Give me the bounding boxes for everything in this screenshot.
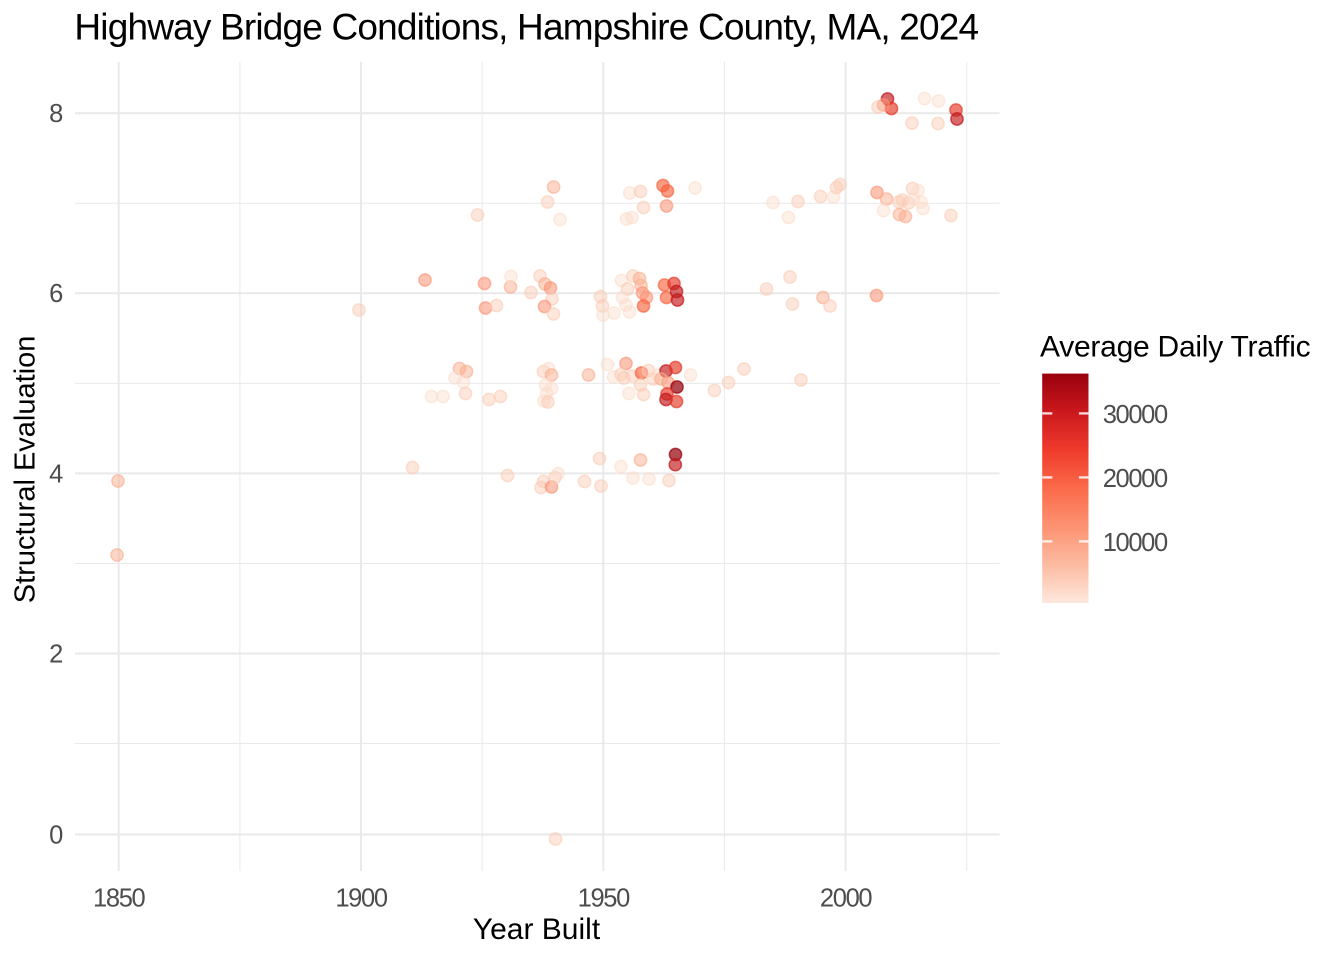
svg-text:Year Built: Year Built: [473, 913, 601, 946]
svg-text:2: 2: [49, 640, 62, 668]
svg-text:6: 6: [49, 280, 63, 308]
svg-text:1900: 1900: [335, 885, 387, 913]
svg-text:2000: 2000: [820, 885, 872, 913]
svg-text:Structural Evaluation: Structural Evaluation: [10, 336, 42, 604]
svg-text:1850: 1850: [93, 885, 145, 913]
svg-text:10000: 10000: [1103, 529, 1168, 557]
svg-text:Average Daily Traffic: Average Daily Traffic: [1040, 331, 1311, 364]
svg-text:20000: 20000: [1103, 465, 1168, 493]
svg-text:4: 4: [49, 460, 63, 488]
svg-text:30000: 30000: [1103, 401, 1168, 429]
svg-text:8: 8: [49, 100, 63, 128]
svg-text:0: 0: [49, 821, 63, 849]
svg-text:1950: 1950: [578, 885, 630, 913]
svg-text:Highway Bridge Conditions, Ham: Highway Bridge Conditions, Hampshire Cou…: [74, 7, 978, 48]
